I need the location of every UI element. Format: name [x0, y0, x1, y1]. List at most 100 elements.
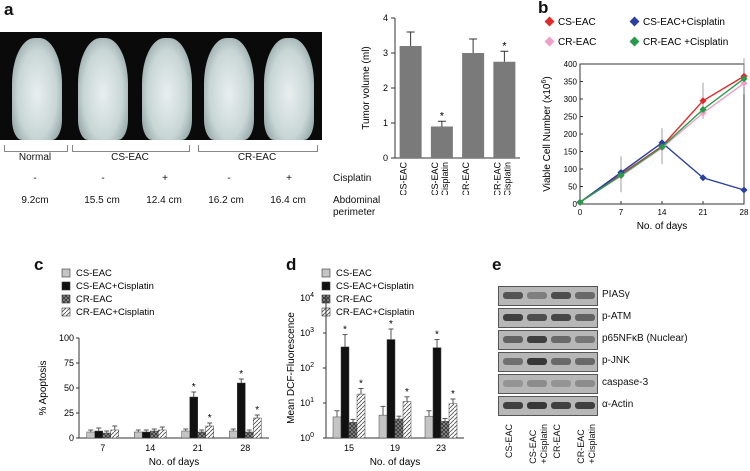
significance-star: * — [405, 387, 409, 398]
x-tick-label: 15 — [344, 443, 354, 453]
protein-label: p-ATM — [602, 311, 632, 322]
x-tick-label: 7 — [100, 443, 105, 453]
x-tick-label: 19 — [390, 443, 400, 453]
bar — [150, 430, 159, 439]
y-tick-label: 102 — [300, 362, 314, 373]
y-tick-label: 200 — [564, 130, 578, 139]
legend-swatch — [321, 281, 331, 291]
y-tick-label: 50 — [568, 183, 577, 192]
bar — [237, 382, 246, 439]
protein-label: PIASγ — [602, 289, 630, 300]
panel-b-label: b — [538, 0, 549, 17]
blot-band — [527, 402, 547, 409]
y-tick-label: 0 — [69, 433, 74, 443]
blot-band — [503, 358, 523, 365]
panel-c-label: c — [34, 255, 44, 274]
y-axis-label-superscript: 6 — [541, 80, 548, 84]
legend-label: CS-EAC+Cisplatin — [336, 281, 414, 292]
x-tick-label: +Cisplatin — [440, 162, 450, 195]
y-axis-label-end: ) — [542, 76, 553, 79]
group-bracket-cr-eac — [198, 145, 318, 152]
blot-band — [575, 358, 595, 365]
blot-band — [551, 358, 571, 365]
protein-label: p-JNK — [602, 355, 630, 366]
mouse-photo-cr-eac — [198, 32, 260, 140]
mouse-photo-normal — [6, 32, 68, 140]
blot-band — [527, 314, 547, 321]
blot-band — [527, 336, 547, 343]
panel-a-label: a — [4, 0, 14, 19]
x-tick-label: CR-EAC — [461, 162, 471, 195]
x-axis-label: No. of days — [149, 457, 200, 468]
blot-strip — [498, 330, 598, 350]
bar — [86, 431, 95, 439]
group-bracket-cs-eac — [72, 145, 190, 152]
y-tick-exponent: 4 — [310, 292, 314, 299]
legend-swatch — [61, 307, 71, 317]
legend-label: CR-EAC — [76, 294, 113, 305]
bar — [245, 431, 254, 439]
x-tick-label: 0 — [578, 208, 583, 217]
y-tick-label: 150 — [564, 148, 578, 157]
group-label-cr-eac: CR-EAC — [237, 152, 277, 163]
significance-star: * — [192, 382, 196, 393]
cisplatin-sign: - — [33, 173, 37, 184]
blot-band — [575, 314, 595, 321]
bar — [197, 431, 206, 439]
legend-label: CR-EAC — [336, 294, 373, 305]
bar — [440, 421, 450, 439]
x-tick-label: 7 — [619, 208, 624, 217]
y-axis-label: Viable Cell Number (x106) — [541, 76, 553, 191]
apoptosis-chart: CS-EAC CS-EAC+Cisplatin CR-EAC CR-EAC+Cispl… — [38, 268, 269, 468]
bar — [142, 431, 151, 439]
bar — [448, 403, 458, 439]
y-tick-label: 250 — [564, 113, 578, 122]
y-tick-exponent: 0 — [310, 432, 314, 439]
x-tick-label: CS-EAC — [399, 162, 409, 195]
lane-label-line2: +Cisplatin — [539, 424, 549, 464]
lane-label: CR-EAC — [552, 424, 563, 459]
legend-swatch — [61, 268, 71, 278]
perimeter-value: 9.2cm — [21, 195, 49, 206]
perimeter-row-label-line2: perimeter — [333, 207, 376, 218]
lane-label-line1: CR-EAC — [552, 424, 562, 459]
lane-label-line2: +Cisplatin — [587, 424, 597, 464]
panel-e-label: e — [492, 255, 502, 274]
legend-marker — [629, 36, 640, 47]
legend-label: CR-EAC +Cisplatin — [643, 37, 728, 48]
bar — [399, 46, 422, 158]
bar — [430, 126, 453, 158]
perimeter-value: 16.2 cm — [208, 195, 244, 206]
y-tick-label: 1 — [383, 118, 388, 128]
data-point — [740, 75, 748, 83]
group-bracket-normal — [4, 145, 68, 152]
y-tick-exponent: 2 — [310, 362, 314, 369]
mouse-photo-cs-eac-cisplatin — [136, 32, 198, 140]
lane-label: CS-EAC +Cisplatin — [528, 424, 550, 464]
cisplatin-sign: - — [227, 173, 231, 184]
x-tick-label: 14 — [658, 208, 667, 217]
significance-star: * — [389, 319, 393, 330]
y-tick-label: 350 — [564, 78, 578, 87]
legend-label: CS-EAC — [76, 268, 112, 279]
blot-strip — [498, 352, 598, 372]
lane-label-line1: CS-EAC — [528, 429, 538, 464]
group-label-normal: Normal — [18, 152, 52, 163]
y-tick-label: 0 — [383, 153, 388, 163]
blot-band — [527, 358, 547, 365]
protein-label: α-Actin — [602, 399, 634, 410]
legend-label: CR-EAC+Cisplatin — [336, 307, 414, 318]
data-point — [576, 198, 584, 206]
blot-band — [551, 336, 571, 343]
bar — [356, 393, 366, 439]
bar — [205, 425, 214, 439]
legend-swatch — [61, 281, 71, 291]
blot-band — [575, 336, 595, 343]
protein-label: caspase-3 — [602, 377, 649, 388]
bar — [158, 429, 167, 439]
mouse-photo-cs-eac — [72, 32, 134, 140]
y-tick-label: 100 — [564, 165, 578, 174]
bar — [402, 401, 412, 439]
lane-label-line1: CR-EAC — [576, 429, 586, 464]
data-point — [699, 97, 707, 105]
